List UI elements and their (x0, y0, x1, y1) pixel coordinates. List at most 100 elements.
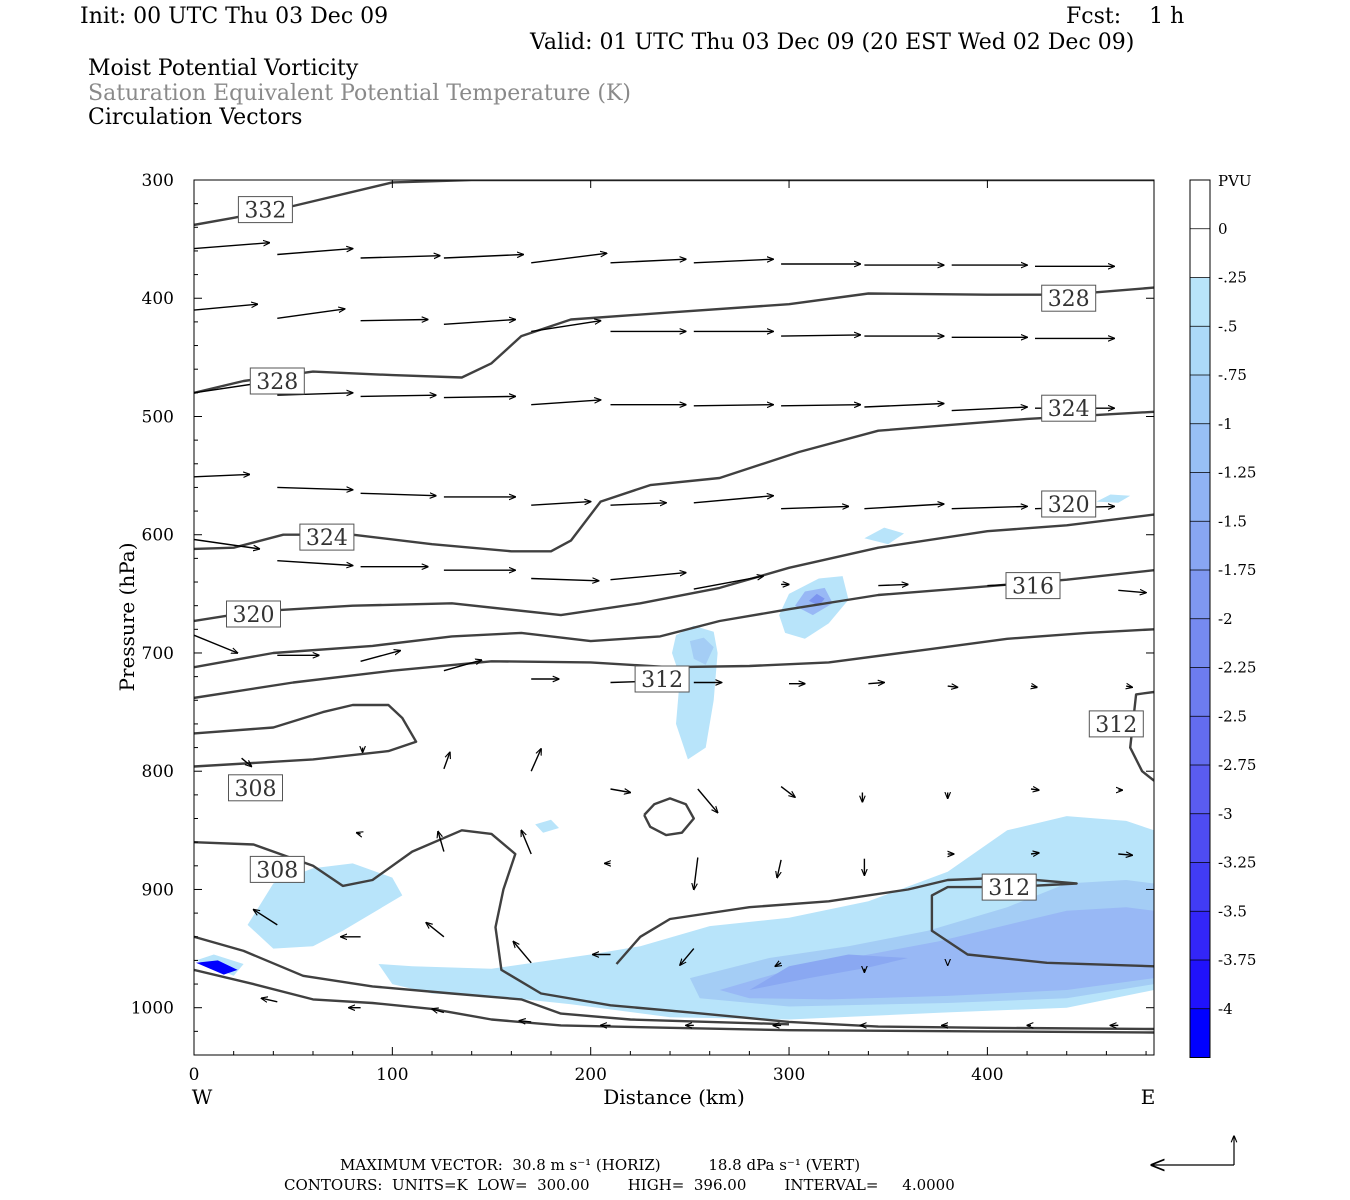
circulation-vector (1030, 853, 1039, 854)
colorbar-swatch (1190, 765, 1210, 814)
theta-es-contour (194, 569, 1154, 669)
y-tick-label: 900 (142, 880, 174, 900)
plot-frame (193, 179, 1155, 1056)
init-time: Init: 00 UTC Thu 03 Dec 09 (80, 4, 389, 29)
theta-es-contour (194, 829, 1154, 1031)
mpv-region (535, 819, 559, 833)
svg-text:308: 308 (256, 858, 298, 883)
y-tick-label: 300 (142, 171, 174, 191)
circulation-vector (519, 1021, 532, 1022)
theta-es-contour (194, 286, 1154, 394)
circulation-vector (194, 538, 260, 549)
contour-label: 328 (249, 367, 305, 395)
colorbar-swatch (1190, 521, 1210, 570)
theta-es-contour (643, 797, 695, 837)
forecast-hour: Fcst: 1 h (1066, 4, 1185, 29)
mpv-region (247, 863, 403, 949)
circulation-vector (443, 255, 523, 259)
contour-label: 312 (634, 665, 690, 693)
theta-es-contour (194, 935, 790, 1026)
colorbar-swatch (1190, 862, 1210, 912)
circulation-vector (693, 576, 764, 590)
mpv-region (808, 593, 825, 606)
circulation-vector (777, 859, 782, 878)
circulation-vector (693, 405, 773, 406)
contour-label: 312 (1088, 710, 1144, 738)
colorbar-swatch (1190, 618, 1210, 668)
circulation-vector (443, 396, 515, 397)
y-tick-label: 400 (142, 289, 174, 309)
circulation-vector (610, 259, 686, 264)
y-axis-title: Pressure (hPa) (115, 543, 139, 692)
theta-es-contour (194, 180, 1154, 227)
circulation-vector (360, 651, 401, 662)
circulation-vector (1031, 686, 1037, 687)
contour-info-note: CONTOURS: UNITS=K LOW= 300.00 HIGH= 396.… (284, 1176, 955, 1194)
circulation-vector (241, 757, 252, 766)
circulation-vector (277, 393, 352, 395)
circulation-vector (697, 788, 718, 813)
contour-label: 332 (237, 196, 293, 224)
colorbar-unit: PVU (1218, 172, 1252, 190)
colorbar-level-label: -3 (1218, 805, 1233, 823)
circulation-vector (194, 383, 258, 394)
svg-text:324: 324 (306, 526, 348, 551)
circulation-vector (864, 404, 943, 408)
x-axis-west-label: W (192, 1085, 213, 1109)
x-axis-title: Distance (km) (603, 1085, 745, 1109)
field-title-theta-es: Saturation Equivalent Potential Temperat… (88, 81, 631, 106)
circulation-vector (521, 830, 532, 855)
contour-label: 312 (981, 873, 1037, 901)
circulation-vector (277, 487, 352, 489)
theta-es-contour (194, 513, 1154, 623)
circulation-vector (443, 320, 515, 325)
colorbar-swatch (1190, 570, 1210, 619)
x-tick-label: 0 (189, 1065, 200, 1085)
mpv-region (1096, 494, 1131, 503)
valid-time: Valid: 01 UTC Thu 03 Dec 09 (20 EST Wed … (530, 30, 1135, 55)
y-tick-label: 1000 (131, 999, 174, 1019)
circulation-vector (194, 243, 269, 250)
circulation-vector (194, 634, 238, 653)
colorbar-level-label: -1.25 (1218, 464, 1256, 482)
contour-label: 308 (228, 774, 283, 802)
colorbar-swatch (1190, 716, 1210, 765)
circulation-vector (947, 686, 958, 687)
field-title-vectors: Circulation Vectors (88, 105, 303, 130)
circulation-vector (693, 259, 773, 264)
circulation-vector (864, 504, 943, 510)
colorbar-level-label: -1.5 (1218, 512, 1247, 530)
mpv-region (719, 907, 1154, 1000)
y-tick-label: 800 (142, 762, 174, 782)
circulation-vector (277, 249, 352, 256)
circulation-vector (194, 474, 250, 476)
circulation-vector (426, 923, 445, 938)
circulation-vector (443, 752, 450, 770)
svg-text:308: 308 (235, 777, 277, 802)
circulation-vector (254, 910, 278, 926)
colorbar-level-label: -4 (1218, 1000, 1233, 1018)
circulation-vector (360, 493, 436, 495)
circulation-vector (531, 400, 600, 406)
colorbar-level-label: -3.25 (1218, 854, 1256, 872)
contour-label: 316 (1005, 572, 1061, 600)
colorbar-level-label: 0 (1218, 220, 1228, 238)
mpv-region (196, 960, 238, 975)
colorbar-level-label: -1.75 (1218, 561, 1256, 579)
circulation-vector (781, 405, 860, 406)
colorbar-level-label: -2.25 (1218, 659, 1256, 677)
colorbar-level-label: -.75 (1218, 366, 1247, 384)
circulation-vector (780, 786, 795, 798)
circulation-vector (694, 857, 699, 890)
contour-label: 324 (1041, 394, 1097, 422)
theta-es-contour (615, 876, 1154, 968)
colorbar-swatch (1190, 667, 1210, 717)
colorbar-swatch (1190, 375, 1210, 424)
svg-text:332: 332 (244, 199, 286, 224)
reference-vector (1152, 1136, 1234, 1165)
circulation-vector (1126, 686, 1132, 687)
x-axis-east-label: E (1141, 1085, 1156, 1109)
contour-label: 320 (1041, 490, 1097, 518)
colorbar-level-label: -.25 (1218, 269, 1247, 287)
colorbar-level-label: -2.5 (1218, 707, 1247, 725)
